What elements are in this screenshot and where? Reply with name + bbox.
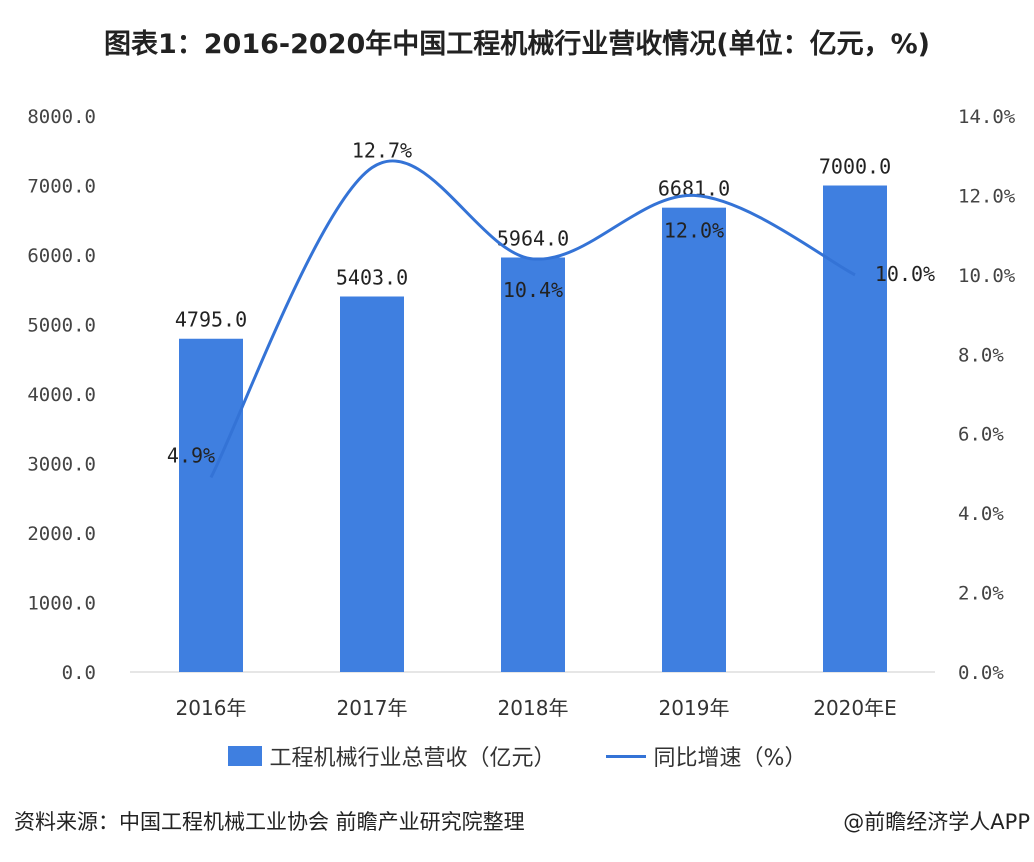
growth-line <box>209 159 856 479</box>
left-tick-label: 7000.0 <box>27 176 96 198</box>
bar <box>179 338 243 672</box>
right-tick-label: 0.0% <box>958 662 1004 684</box>
legend-label-revenue: 工程机械行业总营收（亿元） <box>269 746 556 771</box>
category-label: 2019年 <box>659 696 730 720</box>
bar <box>823 185 887 672</box>
category-label: 2020年E <box>813 696 897 720</box>
bar <box>340 296 404 672</box>
left-tick-label: 1000.0 <box>27 593 96 615</box>
legend-item-growth: 同比增速（%） <box>605 740 807 772</box>
source-note: 资料来源：中国工程机械工业协会 前瞻产业研究院整理 <box>14 810 525 834</box>
right-tick-label: 12.0% <box>958 185 1016 207</box>
category-label: 2017年 <box>337 696 408 720</box>
legend-item-revenue: 工程机械行业总营收（亿元） <box>227 740 556 772</box>
legend-label-growth: 同比增速（%） <box>653 746 807 771</box>
category-label: 2016年 <box>176 696 247 720</box>
legend: 工程机械行业总营收（亿元） 同比增速（%） <box>0 740 1034 772</box>
legend-swatch-bar <box>227 746 262 766</box>
left-tick-label: 5000.0 <box>27 315 96 337</box>
category-label: 2018年 <box>498 696 569 720</box>
bar <box>501 257 565 672</box>
left-tick-label: 6000.0 <box>27 245 96 267</box>
bar-data-label: 6681.0 <box>658 177 730 201</box>
right-tick-label: 10.0% <box>958 265 1016 287</box>
bar-data-label: 7000.0 <box>819 155 891 179</box>
left-tick-label: 4000.0 <box>27 384 96 406</box>
line-data-label: 12.0% <box>664 218 724 242</box>
line-data-label: 12.7% <box>352 139 412 163</box>
left-tick-label: 2000.0 <box>27 523 96 545</box>
bar-data-label: 5403.0 <box>336 265 408 289</box>
footer: 资料来源：中国工程机械工业协会 前瞻产业研究院整理 @前瞻经济学人APP <box>14 806 1030 836</box>
chart-plot: 0.0 1000.0 2000.0 3000.0 4000.0 5000.0 6000.0 7… <box>27 106 1016 720</box>
right-tick-label: 4.0% <box>958 503 1004 525</box>
bar <box>662 207 726 672</box>
right-tick-label: 14.0% <box>958 106 1016 128</box>
bar-data-label: 5964.0 <box>497 227 569 251</box>
credit: @前瞻经济学人APP <box>843 810 1030 834</box>
bar-data-label: 4795.0 <box>175 308 247 332</box>
chart-title: 图表1：2016-2020年中国工程机械行业营收情况(单位：亿元，%) <box>103 29 931 60</box>
right-tick-label: 2.0% <box>958 583 1004 605</box>
right-tick-label: 6.0% <box>958 424 1004 446</box>
left-tick-label: 8000.0 <box>27 106 96 128</box>
line-data-label: 4.9% <box>167 443 215 467</box>
line-data-label: 10.0% <box>875 262 935 286</box>
line-data-label: 10.4% <box>503 278 563 302</box>
right-tick-label: 8.0% <box>958 344 1004 366</box>
left-tick-label: 0.0 <box>62 662 96 684</box>
left-tick-label: 3000.0 <box>27 454 96 476</box>
legend-swatch-line <box>605 754 646 758</box>
